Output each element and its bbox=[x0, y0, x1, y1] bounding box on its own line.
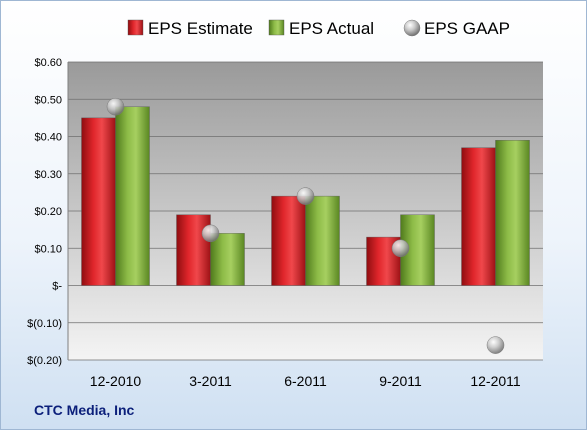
legend-swatch bbox=[268, 19, 285, 36]
y-tick-label: $0.10 bbox=[34, 243, 62, 255]
x-category-label: 12-2011 bbox=[470, 373, 521, 389]
marker-eps-gaap bbox=[486, 336, 505, 354]
y-tick-label: $0.20 bbox=[34, 206, 62, 218]
legend-swatch bbox=[127, 19, 144, 36]
bar-eps-estimate bbox=[176, 214, 211, 286]
x-category-label: 6-2011 bbox=[284, 373, 327, 389]
marker-eps-gaap bbox=[296, 187, 315, 205]
y-tick-label: $0.50 bbox=[34, 94, 62, 106]
legend-item: EPS Estimate bbox=[127, 19, 253, 38]
legend-item: EPS GAAP bbox=[403, 19, 510, 38]
y-tick-label: $0.30 bbox=[34, 169, 62, 181]
bar-eps-estimate bbox=[271, 195, 306, 286]
y-tick-label: $(0.20) bbox=[27, 355, 62, 367]
legend-item: EPS Actual bbox=[268, 19, 374, 38]
x-category-label: 9-2011 bbox=[379, 373, 422, 389]
company-name: CTC Media, Inc bbox=[34, 402, 135, 418]
bar-eps-actual bbox=[305, 195, 340, 286]
legend-label: EPS Estimate bbox=[148, 19, 253, 38]
y-tick-label: $(0.10) bbox=[27, 318, 62, 330]
y-tick-label: $0.60 bbox=[34, 57, 62, 69]
bar-eps-actual bbox=[115, 106, 150, 286]
legend-swatch bbox=[403, 19, 421, 37]
bar-eps-actual bbox=[495, 140, 530, 286]
x-category-label: 12-2010 bbox=[90, 373, 142, 389]
marker-eps-gaap bbox=[106, 97, 125, 116]
x-category-label: 3-2011 bbox=[189, 373, 232, 389]
marker-eps-gaap bbox=[391, 239, 410, 257]
legend-label: EPS GAAP bbox=[424, 19, 510, 38]
y-tick-label: $- bbox=[52, 281, 62, 293]
marker-eps-gaap bbox=[201, 224, 220, 243]
y-tick-label: $0.40 bbox=[34, 132, 62, 144]
bar-eps-estimate bbox=[81, 117, 116, 286]
legend-label: EPS Actual bbox=[289, 19, 374, 38]
bar-eps-estimate bbox=[461, 147, 496, 286]
bar-eps-actual bbox=[210, 233, 245, 286]
